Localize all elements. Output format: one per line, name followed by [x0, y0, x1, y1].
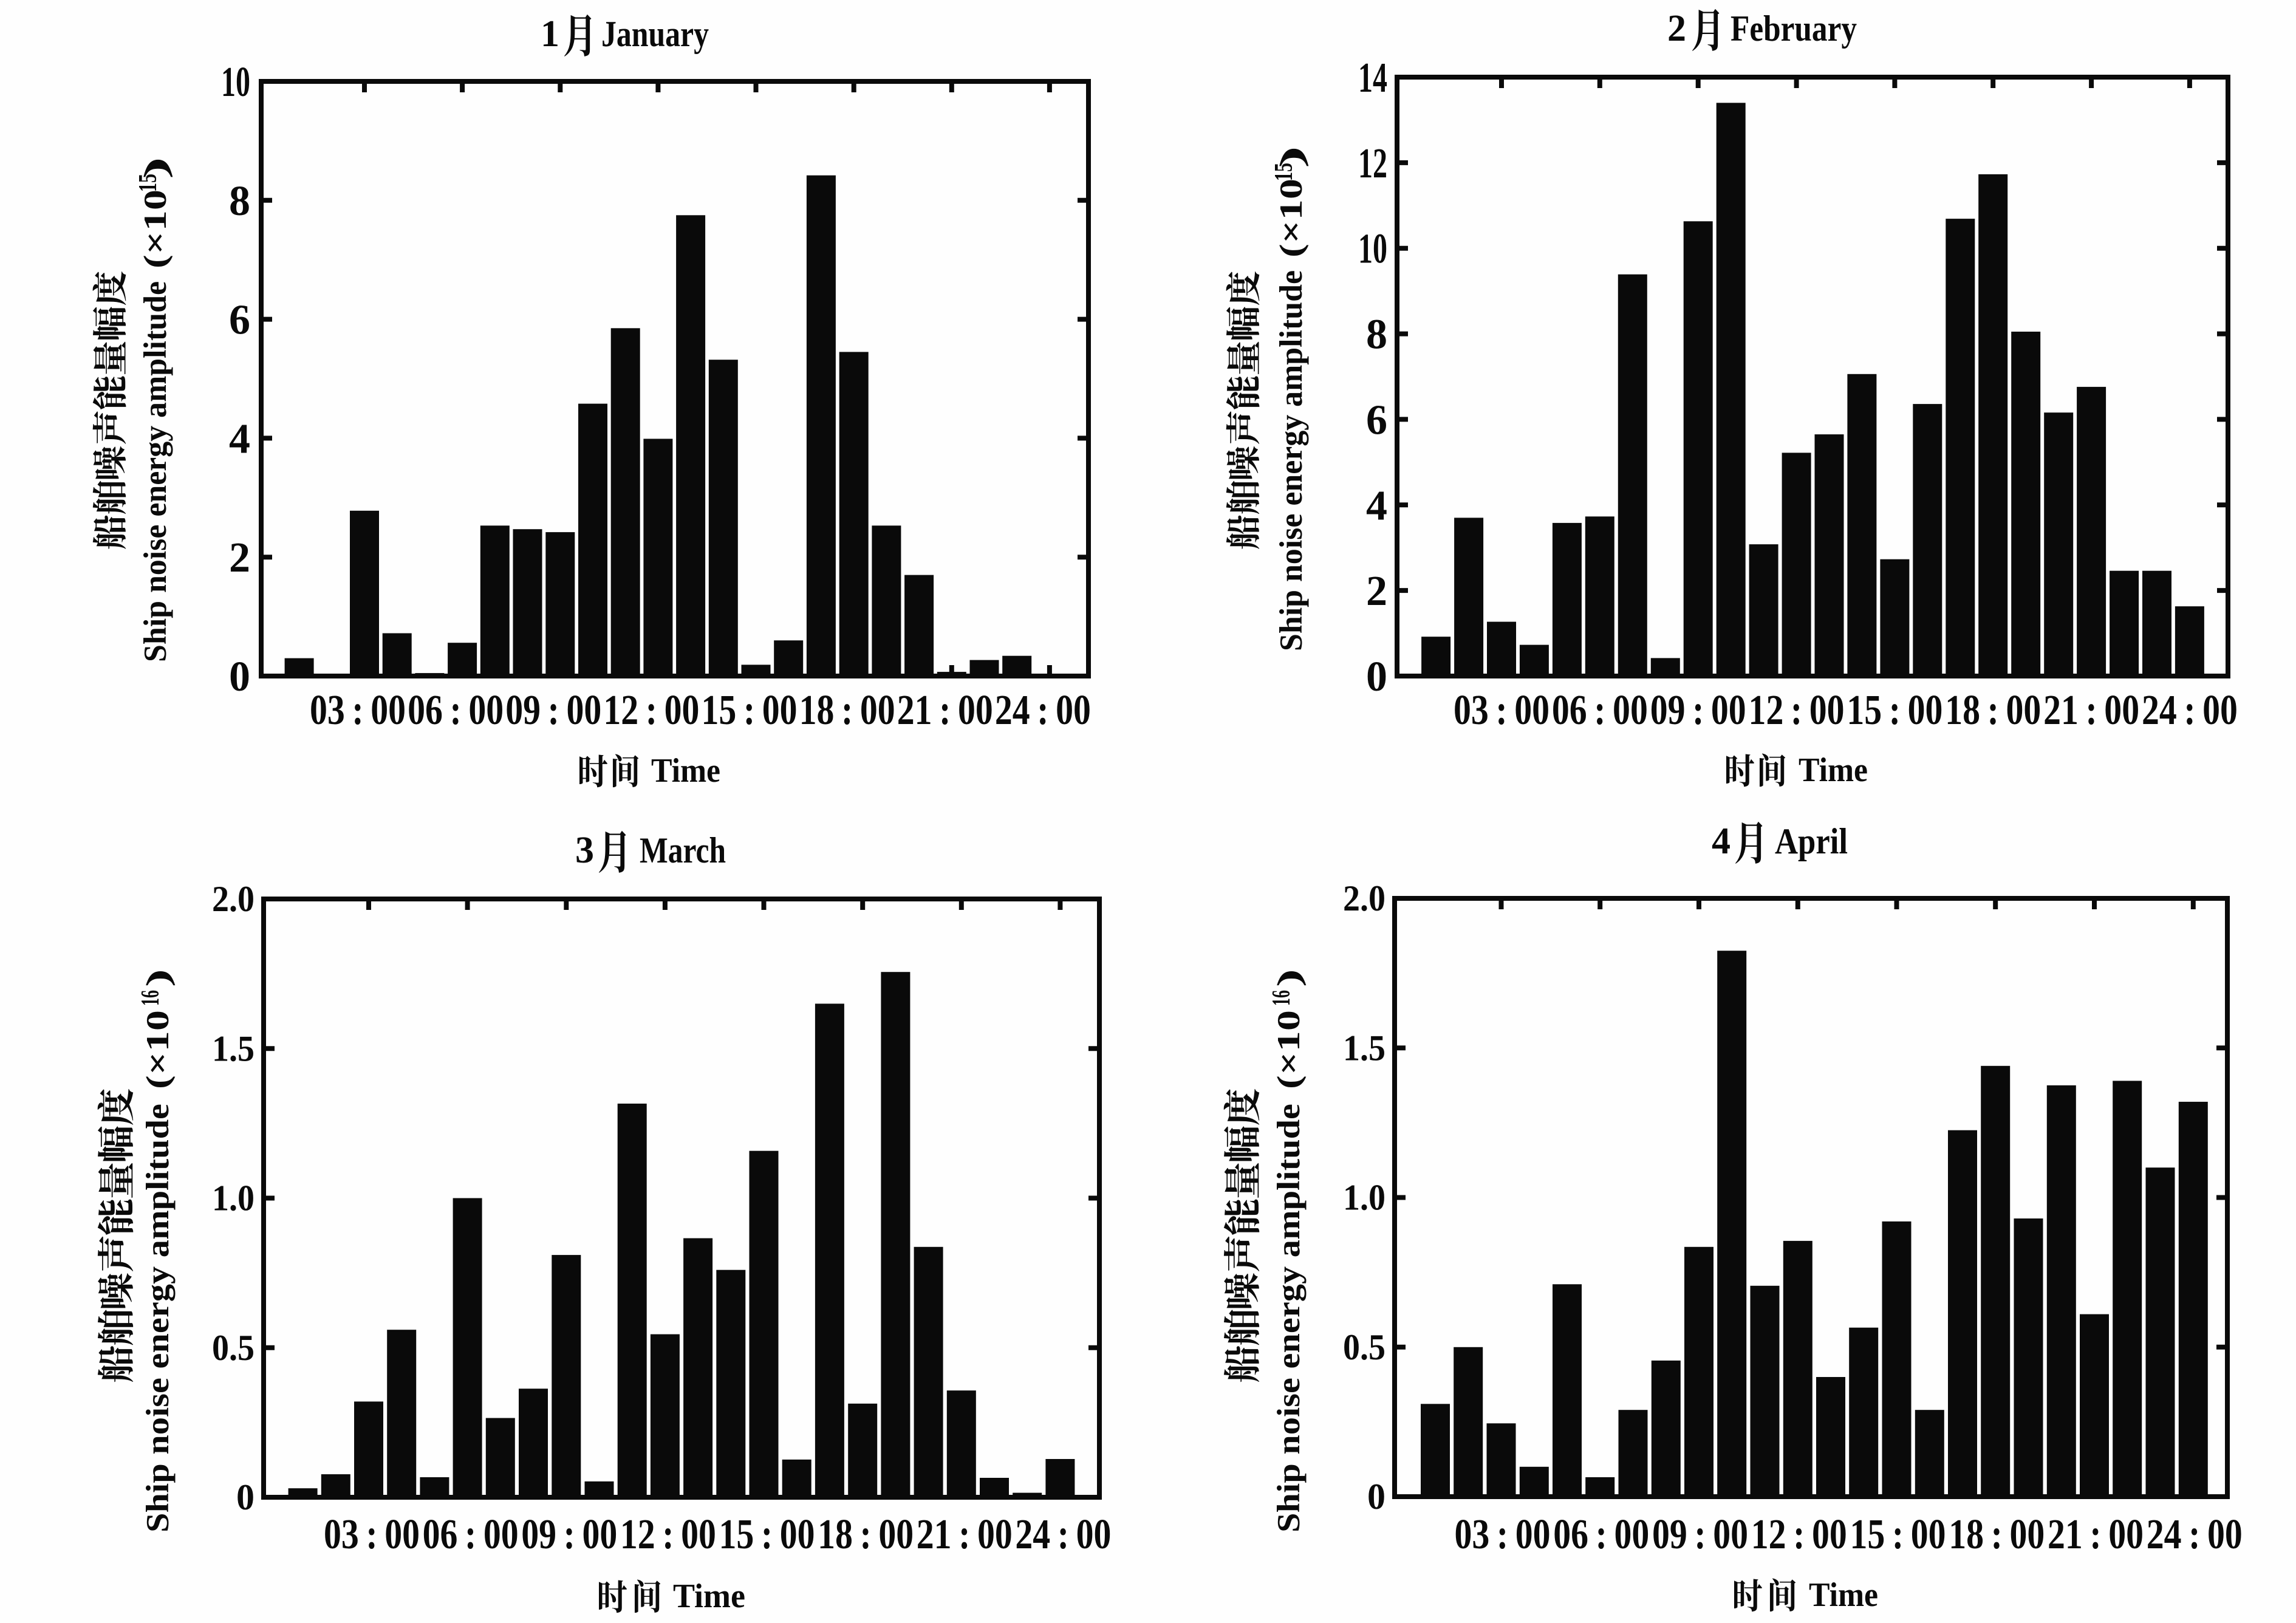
svg-text:Ship noise energy amplitude: Ship noise energy amplitude: [138, 281, 173, 662]
svg-text:Ship noise energy amplitude: Ship noise energy amplitude: [1271, 1104, 1307, 1532]
svg-text:(×10: (×10: [140, 1010, 176, 1089]
svg-text:06 : 00: 06 : 00: [423, 1511, 519, 1558]
svg-text:6: 6: [229, 297, 250, 344]
svg-text:3: 3: [575, 830, 594, 871]
svg-text:0.5: 0.5: [1343, 1327, 1385, 1367]
svg-text:(×10: (×10: [138, 190, 173, 268]
svg-text:1.5: 1.5: [212, 1028, 255, 1068]
svg-text:12 : 00: 12 : 00: [603, 687, 699, 734]
svg-text:4: 4: [1712, 821, 1731, 862]
svg-text:24 : 00: 24 : 00: [2147, 1511, 2243, 1558]
svg-text:15 : 00: 15 : 00: [1847, 687, 1942, 734]
svg-text:03 : 00: 03 : 00: [324, 1511, 420, 1558]
svg-text:09 : 00: 09 : 00: [521, 1511, 617, 1558]
svg-text:06 : 00: 06 : 00: [1553, 1511, 1649, 1558]
svg-text:24 : 00: 24 : 00: [995, 687, 1091, 734]
svg-text:2: 2: [1667, 8, 1686, 49]
svg-text:): ): [138, 157, 173, 179]
svg-text:21 : 00: 21 : 00: [2043, 687, 2139, 734]
svg-text:0.5: 0.5: [212, 1328, 255, 1368]
svg-text:8: 8: [229, 178, 250, 225]
svg-text:21 : 00: 21 : 00: [2048, 1511, 2144, 1558]
svg-text:2: 2: [229, 535, 250, 581]
svg-text:(×10: (×10: [1274, 179, 1309, 258]
svg-text:18 : 00: 18 : 00: [799, 687, 895, 734]
svg-text:03 : 00: 03 : 00: [310, 687, 406, 734]
svg-text:06 : 00: 06 : 00: [408, 687, 504, 734]
svg-text:March: March: [640, 830, 726, 870]
svg-text:April: April: [1775, 821, 1848, 861]
svg-text:09 : 00: 09 : 00: [505, 687, 601, 734]
svg-text:12 : 00: 12 : 00: [1751, 1511, 1847, 1558]
svg-text:06 : 00: 06 : 00: [1552, 687, 1648, 734]
svg-text:0: 0: [1366, 654, 1387, 700]
svg-text:): ): [1271, 969, 1307, 987]
svg-text:21 : 00: 21 : 00: [897, 687, 993, 734]
svg-text:0: 0: [236, 1477, 255, 1517]
svg-text:16: 16: [137, 990, 165, 1006]
svg-text:Time: Time: [651, 752, 720, 790]
svg-text:Ship noise energy amplitude: Ship noise energy amplitude: [1274, 270, 1309, 651]
svg-text:1: 1: [541, 13, 559, 55]
svg-text:2: 2: [1366, 568, 1387, 615]
svg-text:15 : 00: 15 : 00: [719, 1511, 815, 1558]
svg-text:12 : 00: 12 : 00: [620, 1511, 716, 1558]
svg-text:03 : 00: 03 : 00: [1454, 687, 1549, 734]
svg-text:10: 10: [1358, 226, 1387, 273]
svg-text:21 : 00: 21 : 00: [917, 1511, 1013, 1558]
svg-text:03 : 00: 03 : 00: [1455, 1511, 1551, 1558]
svg-text:15 : 00: 15 : 00: [702, 687, 798, 734]
svg-text:12 : 00: 12 : 00: [1749, 687, 1845, 734]
svg-text:Time: Time: [1809, 1576, 1878, 1614]
svg-text:09 : 00: 09 : 00: [1652, 1511, 1748, 1558]
svg-text:16: 16: [1268, 990, 1296, 1006]
svg-text:6: 6: [1366, 397, 1387, 443]
svg-text:14: 14: [1358, 55, 1387, 101]
svg-text:Ship noise energy amplitude: Ship noise energy amplitude: [140, 1104, 176, 1532]
svg-text:Time: Time: [1799, 751, 1868, 789]
svg-text:1.0: 1.0: [212, 1178, 255, 1218]
svg-text:): ): [1274, 146, 1309, 168]
svg-text:18 : 00: 18 : 00: [1945, 687, 2041, 734]
svg-text:18 : 00: 18 : 00: [818, 1511, 914, 1558]
svg-text:4: 4: [229, 415, 250, 462]
svg-text:4: 4: [1366, 482, 1387, 529]
svg-text:18 : 00: 18 : 00: [1949, 1511, 2045, 1558]
svg-text:24 : 00: 24 : 00: [1015, 1511, 1111, 1558]
svg-text:): ): [140, 969, 176, 987]
svg-text:8: 8: [1366, 312, 1387, 358]
svg-text:0: 0: [229, 654, 250, 700]
svg-text:15 : 00: 15 : 00: [1850, 1511, 1946, 1558]
svg-text:January: January: [601, 14, 709, 54]
svg-text:15: 15: [1270, 163, 1298, 181]
svg-text:15: 15: [134, 174, 162, 192]
svg-text:Time: Time: [673, 1577, 745, 1615]
svg-text:09 : 00: 09 : 00: [1650, 687, 1746, 734]
svg-text:2.0: 2.0: [1343, 878, 1385, 918]
svg-text:1.5: 1.5: [1343, 1028, 1385, 1068]
svg-text:2.0: 2.0: [212, 879, 255, 919]
svg-text:12: 12: [1358, 140, 1387, 187]
svg-text:1.0: 1.0: [1343, 1178, 1385, 1218]
svg-text:24 : 00: 24 : 00: [2142, 687, 2238, 734]
svg-text:10: 10: [221, 59, 250, 106]
svg-text:(×10: (×10: [1271, 1010, 1307, 1089]
svg-text:February: February: [1731, 9, 1857, 49]
svg-text:0: 0: [1367, 1477, 1385, 1517]
